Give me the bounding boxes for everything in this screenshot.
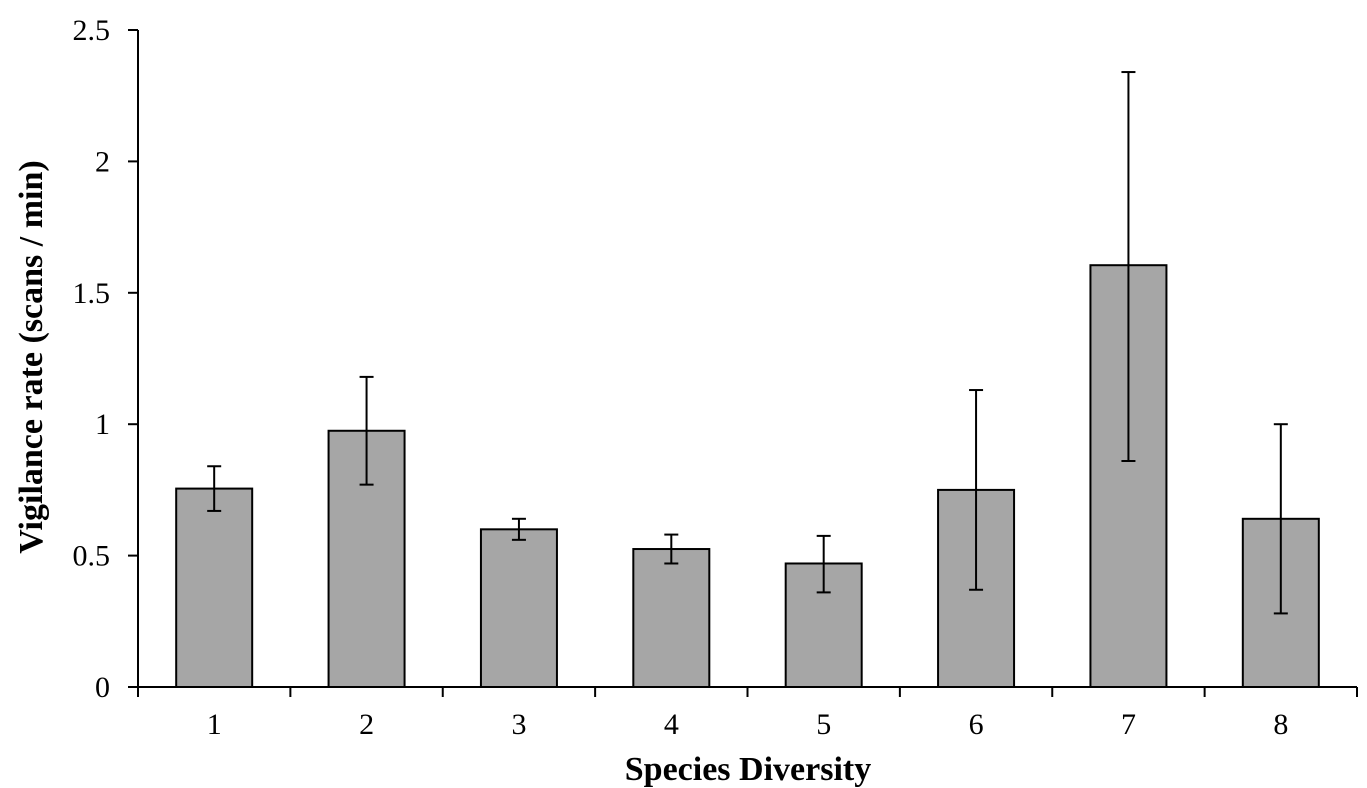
y-tick-label: 2 bbox=[95, 145, 110, 178]
x-tick-label: 7 bbox=[1121, 708, 1136, 741]
y-tick-label: 1 bbox=[95, 408, 110, 441]
y-tick-label: 2.5 bbox=[73, 14, 111, 47]
x-tick-label: 2 bbox=[359, 708, 374, 741]
y-tick-label: 0.5 bbox=[73, 540, 111, 573]
bars-group bbox=[175, 264, 1320, 689]
error-bars-group bbox=[207, 71, 1288, 615]
x-tick-label: 1 bbox=[207, 708, 222, 741]
bar bbox=[479, 528, 558, 688]
x-ticks-group: 1 2 3 4 5 6 7 8 bbox=[137, 687, 1358, 741]
x-tick-label: 4 bbox=[664, 708, 679, 741]
x-axis-title: Species Diversity bbox=[625, 751, 871, 788]
y-ticks-group: 0 0.5 1 1.5 2 2.5 bbox=[73, 14, 138, 704]
bar bbox=[175, 487, 254, 688]
x-tick-label: 3 bbox=[511, 708, 526, 741]
y-axis-title: Vigilance rate (scans / min) bbox=[13, 160, 50, 553]
bar bbox=[632, 548, 711, 689]
y-tick-label: 1.5 bbox=[73, 277, 111, 310]
axes-group bbox=[137, 30, 1357, 688]
x-tick-label: 5 bbox=[816, 708, 831, 741]
x-tick-label: 8 bbox=[1273, 708, 1288, 741]
y-tick-label: 0 bbox=[95, 671, 110, 704]
x-tick-label: 6 bbox=[969, 708, 984, 741]
